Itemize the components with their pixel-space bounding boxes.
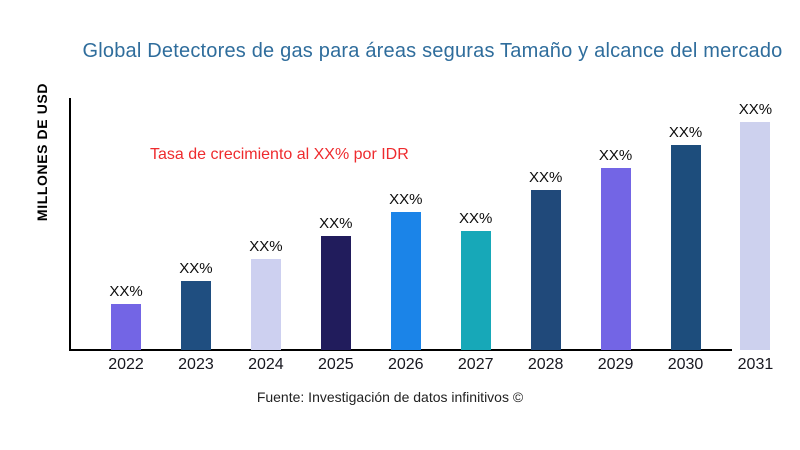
chart-title: Global Detectores de gas para áreas segu… bbox=[82, 40, 783, 62]
bar-2027 bbox=[460, 231, 491, 350]
bar-value-label-2030: XX% bbox=[668, 124, 703, 141]
bar-2023 bbox=[180, 281, 211, 350]
x-tick-2024: 2024 bbox=[248, 356, 284, 373]
growth-rate-annotation: Tasa de crecimiento al XX% por IDR bbox=[150, 146, 409, 163]
bar-value-label-2031: XX% bbox=[738, 101, 773, 118]
bar-value-label-2029: XX% bbox=[598, 147, 633, 164]
x-tick-2022: 2022 bbox=[108, 356, 144, 373]
y-axis-line bbox=[69, 98, 71, 351]
bar-value-label-2024: XX% bbox=[249, 238, 283, 255]
x-tick-2025: 2025 bbox=[318, 356, 354, 373]
bar-2025 bbox=[320, 236, 351, 350]
bar-2031 bbox=[740, 122, 771, 350]
bar-value-label-2026: XX% bbox=[389, 191, 423, 208]
x-tick-2030: 2030 bbox=[667, 356, 704, 373]
x-axis-line bbox=[69, 349, 732, 351]
bar-value-label-2022: XX% bbox=[109, 283, 143, 300]
bar-2028 bbox=[530, 190, 561, 350]
bar-2030 bbox=[670, 145, 701, 350]
source-caption: Fuente: Investigación de datos infinitiv… bbox=[256, 389, 524, 405]
x-tick-2029: 2029 bbox=[597, 356, 634, 373]
bar-2022 bbox=[111, 304, 141, 350]
x-tick-2027: 2027 bbox=[457, 356, 494, 373]
x-tick-2031: 2031 bbox=[737, 356, 774, 373]
bar-2026 bbox=[390, 212, 421, 350]
bar-value-label-2027: XX% bbox=[459, 210, 493, 227]
bar-2029 bbox=[600, 168, 631, 350]
x-tick-2028: 2028 bbox=[527, 356, 564, 373]
x-tick-2026: 2026 bbox=[387, 356, 424, 373]
bar-value-label-2023: XX% bbox=[179, 260, 213, 277]
y-axis-title: MILLONES DE USD bbox=[34, 82, 50, 222]
bar-2024 bbox=[250, 259, 281, 350]
bar-value-label-2025: XX% bbox=[319, 215, 353, 232]
x-tick-2023: 2023 bbox=[178, 356, 214, 373]
bar-value-label-2028: XX% bbox=[528, 169, 563, 186]
